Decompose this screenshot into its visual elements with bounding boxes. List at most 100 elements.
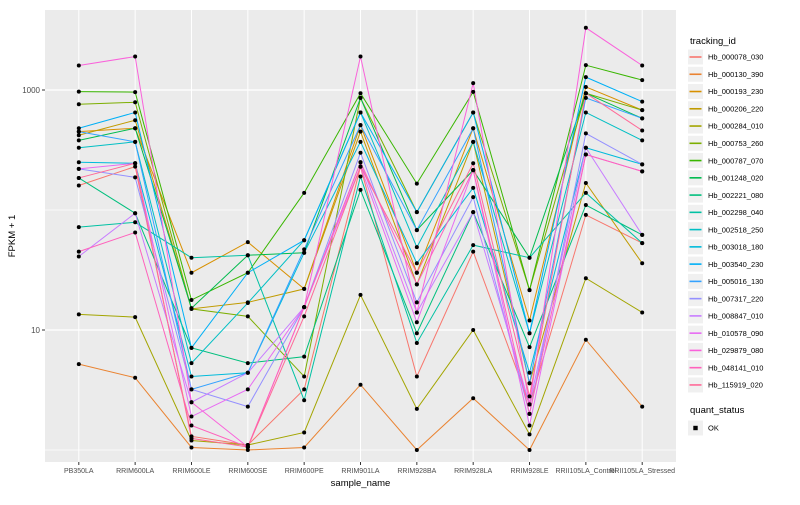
data-point — [583, 203, 588, 208]
data-point — [189, 374, 194, 379]
data-point — [640, 232, 645, 237]
data-point — [527, 381, 532, 386]
legend-item: Hb_000193_230 — [688, 84, 763, 100]
x-tick-label: PB350LA — [64, 468, 94, 475]
data-point — [245, 361, 250, 366]
legend-item: Hb_003018_180 — [688, 239, 763, 255]
data-point — [471, 249, 476, 254]
data-point — [358, 292, 363, 297]
data-point — [76, 89, 81, 94]
data-point — [414, 261, 419, 266]
data-point — [414, 340, 419, 345]
data-point — [583, 84, 588, 89]
legend-label: Hb_000753_260 — [708, 139, 763, 148]
data-point — [471, 126, 476, 131]
data-point — [76, 254, 81, 259]
data-point — [189, 361, 194, 366]
data-point — [640, 78, 645, 83]
y-tick-label: 1000 — [22, 86, 40, 95]
legend-item: Hb_000078_030 — [688, 49, 763, 65]
data-point — [583, 145, 588, 150]
data-point — [133, 375, 138, 380]
data-point — [414, 282, 419, 287]
legend-item: Hb_029879_080 — [688, 342, 763, 358]
legend-label: Hb_029879_080 — [708, 346, 763, 355]
data-point — [189, 255, 194, 260]
data-point — [471, 210, 476, 215]
data-point — [414, 374, 419, 379]
data-point — [583, 131, 588, 136]
data-point — [583, 337, 588, 342]
data-point — [414, 300, 419, 305]
legend-label: Hb_003018_180 — [708, 243, 763, 252]
legend-tracking-id: tracking_id Hb_000078_030 Hb_000130_390 Hb_… — [688, 36, 763, 393]
data-point — [76, 63, 81, 68]
x-tick-label: RRIM600LA — [116, 468, 154, 475]
data-point — [245, 314, 250, 319]
data-point — [471, 89, 476, 94]
data-point — [76, 249, 81, 254]
legend-label: Hb_002518_250 — [708, 225, 763, 234]
legend-label: Hb_000787_070 — [708, 156, 763, 165]
data-point — [471, 161, 476, 166]
legend-label: Hb_000078_030 — [708, 53, 763, 62]
legend-title: tracking_id — [690, 36, 736, 47]
data-point — [302, 398, 307, 403]
data-point — [358, 54, 363, 59]
legend-label: Hb_000130_390 — [708, 70, 763, 79]
legend-item: Hb_000206_220 — [688, 101, 763, 117]
data-point — [245, 370, 250, 375]
legend-item: Hb_000787_070 — [688, 153, 763, 169]
x-tick-label: RRII105LA_Stressed — [609, 468, 675, 475]
legend-item: Hb_001248_020 — [688, 170, 763, 186]
legend-quant-status: quant_status OK — [688, 405, 745, 436]
data-point — [302, 247, 307, 252]
data-point — [640, 99, 645, 104]
data-point — [302, 314, 307, 319]
data-point — [583, 212, 588, 217]
data-point — [76, 145, 81, 150]
legend-label: Hb_000206_220 — [708, 104, 763, 113]
data-point — [583, 95, 588, 100]
legend-title: quant_status — [690, 405, 745, 416]
legend-label: Hb_000284_010 — [708, 122, 763, 131]
x-tick-label: RRIM928BA — [397, 468, 436, 475]
legend-item: Hb_000284_010 — [688, 118, 763, 134]
data-point — [133, 139, 138, 144]
data-point — [527, 411, 532, 416]
data-point — [583, 75, 588, 80]
legend-label: Hb_008847_010 — [708, 312, 763, 321]
data-point — [358, 139, 363, 144]
data-point — [189, 423, 194, 428]
data-point — [583, 110, 588, 115]
data-point — [414, 406, 419, 411]
data-point — [302, 374, 307, 379]
legend-label: Hb_002298_040 — [708, 208, 763, 217]
legend-item: Hb_003540_230 — [688, 256, 763, 272]
data-point — [414, 210, 419, 215]
data-point — [583, 63, 588, 68]
data-point — [358, 110, 363, 115]
legend-item: Hb_002298_040 — [688, 204, 763, 220]
legend-item: Hb_008847_010 — [688, 308, 763, 324]
data-point — [414, 448, 419, 452]
data-point — [133, 54, 138, 59]
data-point — [245, 387, 250, 392]
data-point — [358, 160, 363, 165]
data-point — [76, 102, 81, 107]
data-point — [414, 245, 419, 250]
data-point — [471, 139, 476, 144]
point-marker-icon — [693, 425, 698, 431]
legend-label: Hb_007317_220 — [708, 294, 763, 303]
data-point — [527, 345, 532, 350]
legend-item: Hb_000753_260 — [688, 135, 763, 151]
data-point — [527, 255, 532, 260]
legend-label: OK — [708, 424, 719, 433]
data-point — [640, 138, 645, 143]
data-point — [76, 183, 81, 188]
data-point — [133, 161, 138, 166]
data-point — [133, 90, 138, 95]
data-point — [527, 288, 532, 293]
